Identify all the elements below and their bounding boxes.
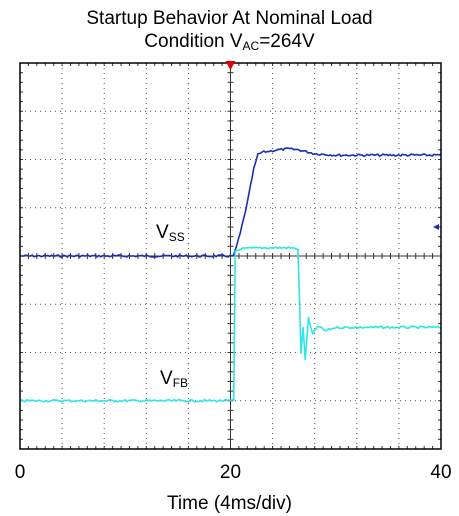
reference-arrow-icon bbox=[433, 224, 439, 231]
x-tick-label: 20 bbox=[219, 462, 242, 483]
chart-title-line-1: Startup Behavior At Nominal Load bbox=[86, 8, 373, 29]
vfb-trace-label: VFB bbox=[160, 368, 188, 394]
vss-trace-line bbox=[20, 147, 442, 258]
vfb-label-main: V bbox=[160, 368, 173, 389]
vfb-trace-line bbox=[19, 246, 442, 403]
vss-trace-label: VSS bbox=[156, 222, 185, 248]
x-axis-label: Time (4ms/div) bbox=[167, 493, 292, 514]
vss-label-sub: SS bbox=[168, 230, 185, 244]
vss-label-main: V bbox=[156, 222, 169, 243]
x-tick-label: 0 bbox=[14, 462, 26, 483]
title-condition-text: Condition V bbox=[144, 31, 243, 52]
traces bbox=[19, 147, 442, 403]
chart-title-line-2: Condition VAC=264V bbox=[0, 31, 459, 57]
title-subscript: AC bbox=[242, 39, 260, 53]
title-voltage-text: =264V bbox=[259, 31, 315, 52]
vfb-label-sub: FB bbox=[172, 376, 189, 390]
trigger-marker-icon bbox=[225, 61, 236, 70]
x-tick-label: 40 bbox=[430, 462, 452, 483]
